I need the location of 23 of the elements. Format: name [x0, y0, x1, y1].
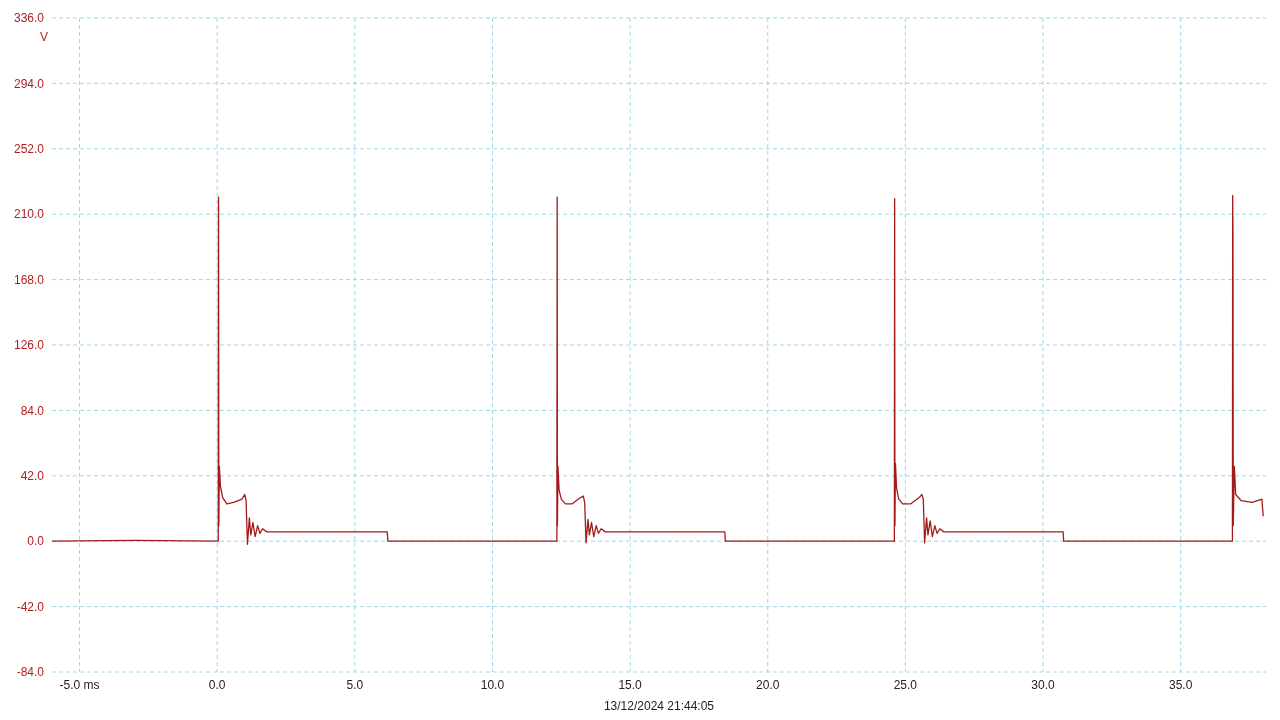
y-tick-label: 294.0	[13, 76, 45, 91]
y-tick-label: 210.0	[13, 207, 45, 222]
x-tick-label: -5.0 ms	[59, 677, 100, 692]
x-tick-label: 15.0	[618, 677, 643, 692]
y-tick-label: 84.0	[20, 403, 45, 418]
x-tick-label: 0.0	[208, 677, 226, 692]
y-tick-label: 252.0	[13, 142, 45, 157]
y-tick-label: 336.0	[13, 11, 45, 26]
x-tick-label: 30.0	[1031, 677, 1056, 692]
y-tick-label: 168.0	[13, 272, 45, 287]
x-tick-label: 35.0	[1168, 677, 1193, 692]
x-axis-title: 13/12/2024 21:44:05	[603, 699, 715, 713]
y-tick-label: -84.0	[16, 665, 45, 680]
x-tick-label: 25.0	[893, 677, 918, 692]
y-axis-title: V	[39, 29, 48, 44]
y-tick-label: 0.0	[27, 534, 45, 549]
line-series	[52, 194, 1264, 545]
y-tick-label: 42.0	[20, 469, 45, 484]
y-tick-label: 126.0	[13, 338, 45, 353]
x-tick-label: 10.0	[480, 677, 505, 692]
x-tick-label: 20.0	[756, 677, 780, 692]
y-tick-label: -42.0	[16, 599, 45, 614]
x-tick-label: 5.0	[346, 677, 364, 692]
